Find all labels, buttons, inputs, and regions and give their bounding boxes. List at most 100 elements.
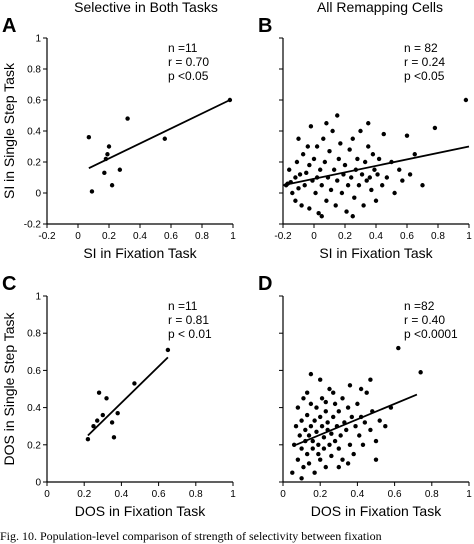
x-axis-label: DOS in Fixation Task [75, 503, 206, 519]
data-point [321, 446, 327, 451]
stat-line: r = 0.81 [168, 313, 209, 327]
data-point [109, 183, 115, 188]
data-point [318, 457, 323, 462]
data-point [95, 418, 100, 423]
stat-line: r = 0.40 [404, 313, 445, 327]
data-point [333, 203, 338, 208]
data-point [314, 405, 319, 410]
data-point [316, 210, 321, 216]
data-point [319, 424, 325, 429]
data-point [303, 427, 308, 433]
y-tick-label: 0.8 [27, 65, 41, 76]
y-tick-label: 0.2 [27, 440, 41, 451]
data-point [358, 386, 364, 392]
data-point [331, 167, 337, 172]
data-point [336, 409, 341, 414]
data-point [304, 390, 310, 395]
data-point [318, 414, 323, 420]
data-point [345, 461, 351, 466]
x-tick-label: 0.6 [152, 489, 166, 500]
panel-c: C 0 0.2 0.4 0.6 0.8 1 0 0.2 0.4 0.6 0.8 1 DOS in Fixa… [1, 273, 236, 519]
data-point [347, 383, 353, 388]
data-point [321, 136, 326, 141]
data-point [336, 156, 341, 162]
data-point [308, 424, 314, 429]
x-tick-label: 0 [280, 489, 286, 500]
data-point [357, 433, 362, 438]
data-point [291, 442, 297, 447]
data-point [370, 152, 376, 157]
data-point [299, 446, 304, 451]
x-tick-label: 0.6 [388, 489, 402, 500]
data-point [463, 97, 469, 103]
data-point [338, 141, 343, 146]
data-point [381, 131, 386, 137]
data-point [308, 401, 314, 407]
data-point [353, 424, 358, 429]
data-point [290, 470, 295, 475]
panel-letter: B [258, 15, 272, 37]
data-point [89, 189, 95, 194]
figure-caption: Fig. 10. Population-level comparison of … [0, 529, 382, 543]
data-point [327, 386, 332, 392]
data-point [306, 461, 312, 466]
data-point [297, 433, 302, 438]
data-point [396, 345, 401, 351]
data-point [323, 409, 328, 414]
data-point [311, 156, 317, 162]
data-point [299, 418, 304, 423]
data-point [109, 420, 115, 425]
data-point [376, 156, 382, 162]
data-point [106, 144, 112, 149]
data-point [115, 410, 120, 416]
data-point [332, 438, 338, 444]
x-tick-label: 0.2 [102, 231, 116, 242]
data-point [347, 147, 352, 152]
data-point [368, 427, 373, 433]
data-point [105, 152, 110, 157]
y-tick-label: 0.6 [27, 96, 41, 107]
data-point [345, 405, 351, 410]
x-tick-label: 1 [230, 489, 236, 500]
data-point [111, 435, 117, 440]
stat-line: r = 0.24 [404, 55, 445, 69]
x-tick-label: 0.6 [164, 231, 178, 242]
data-point [96, 390, 102, 395]
data-point [290, 190, 295, 196]
data-point [293, 198, 298, 203]
x-tick-label: 1 [230, 231, 236, 242]
data-point [347, 442, 353, 447]
x-tick-label: 0.4 [350, 489, 364, 500]
x-tick-label: 0.8 [195, 231, 209, 242]
data-point [296, 186, 301, 191]
stat-line: n = 82 [404, 41, 438, 55]
data-point [313, 190, 318, 196]
data-point [287, 167, 292, 172]
data-point [329, 431, 334, 436]
data-point [299, 476, 304, 481]
panel-a: A -0.2 0 0.2 0.4 0.6 0.8 1 -0.2 0 0.2 0.4 0.6 0.8 1 SI … [1, 15, 236, 261]
regression-line [88, 99, 231, 170]
x-tick-label: 0.2 [338, 231, 352, 242]
y-axis-label: DOS in Single Step Task [1, 311, 17, 465]
column-title-left: Selective in Both Tasks [74, 0, 218, 15]
y-tick-label: 1 [35, 34, 41, 45]
data-point [325, 420, 330, 425]
data-point [369, 187, 374, 193]
data-point [293, 424, 299, 429]
data-point [367, 175, 372, 180]
data-point [316, 451, 321, 457]
data-point [295, 457, 301, 462]
x-tick-label: 0.2 [77, 489, 91, 500]
data-point [368, 377, 373, 382]
data-point [373, 438, 379, 444]
data-point [314, 144, 320, 149]
stat-line: r = 0.70 [168, 55, 209, 69]
data-point [412, 152, 417, 157]
stat-line: n =11 [168, 41, 198, 55]
data-point [318, 167, 323, 172]
data-point [301, 464, 306, 470]
x-tick-label: 0.4 [114, 489, 128, 500]
data-point [340, 396, 345, 401]
